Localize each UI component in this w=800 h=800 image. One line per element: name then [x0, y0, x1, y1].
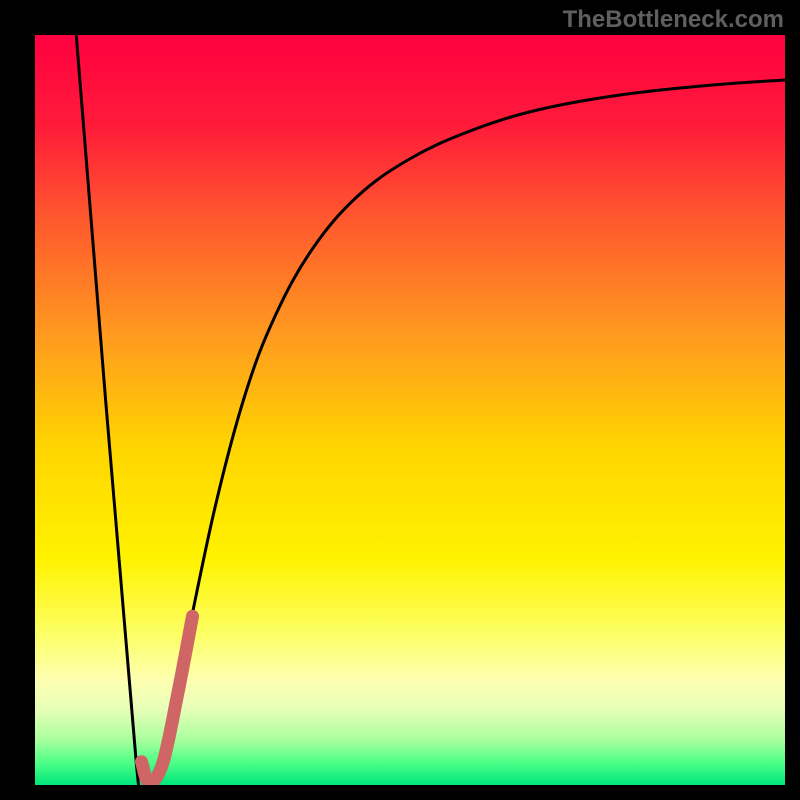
watermark-text: TheBottleneck.com: [563, 6, 784, 34]
bottleneck-chart-svg: [35, 35, 785, 785]
chart-stage: TheBottleneck.com: [0, 0, 800, 800]
gradient-background: [35, 35, 785, 785]
plot-area: [35, 35, 785, 785]
